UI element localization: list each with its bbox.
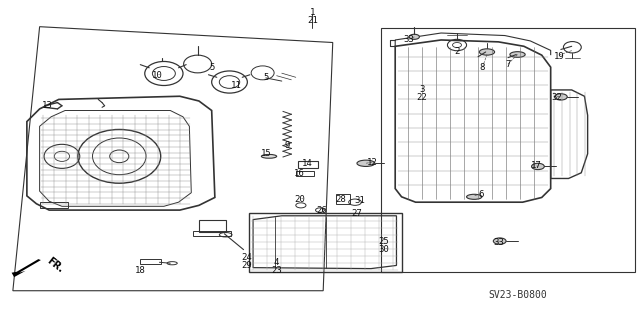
Text: 29: 29 <box>241 261 252 270</box>
Text: 22: 22 <box>417 93 428 102</box>
Text: 7: 7 <box>506 60 511 69</box>
Ellipse shape <box>409 34 419 39</box>
Text: 33: 33 <box>493 238 504 247</box>
Text: 9: 9 <box>284 141 289 150</box>
Text: 25: 25 <box>378 237 389 246</box>
Text: 13: 13 <box>42 101 52 110</box>
Ellipse shape <box>479 49 495 55</box>
Text: SV23-B0800: SV23-B0800 <box>488 290 547 300</box>
Text: 24: 24 <box>241 253 252 262</box>
Text: 31: 31 <box>354 196 365 205</box>
Bar <box>296 171 314 176</box>
Text: 2: 2 <box>454 48 460 56</box>
Ellipse shape <box>532 163 544 170</box>
Text: 18: 18 <box>135 266 146 275</box>
Text: 8: 8 <box>480 63 485 72</box>
Text: 19: 19 <box>554 52 564 61</box>
Ellipse shape <box>554 94 567 100</box>
Ellipse shape <box>510 52 525 57</box>
Bar <box>199 219 226 232</box>
Text: FR.: FR. <box>45 255 65 274</box>
Bar <box>298 161 318 168</box>
Bar <box>336 194 350 204</box>
Text: 10: 10 <box>152 71 163 80</box>
Text: 33: 33 <box>404 35 415 44</box>
Bar <box>193 231 231 236</box>
Text: 14: 14 <box>302 159 312 168</box>
Text: 23: 23 <box>271 266 282 275</box>
Text: 27: 27 <box>351 209 362 218</box>
Text: 11: 11 <box>230 81 241 90</box>
Ellipse shape <box>261 154 276 158</box>
Text: 6: 6 <box>478 190 483 199</box>
Bar <box>40 202 68 208</box>
Polygon shape <box>12 259 41 277</box>
Text: 30: 30 <box>378 245 389 254</box>
Text: 26: 26 <box>316 206 326 215</box>
Text: 28: 28 <box>335 195 346 204</box>
Ellipse shape <box>493 238 506 244</box>
Bar <box>140 259 161 264</box>
Text: 32: 32 <box>552 93 563 102</box>
Text: 3: 3 <box>419 85 425 94</box>
Text: 5: 5 <box>209 63 214 72</box>
Text: 4: 4 <box>274 258 279 267</box>
Text: 5: 5 <box>263 73 269 82</box>
Text: 1: 1 <box>310 8 315 17</box>
Text: 12: 12 <box>367 158 378 167</box>
Text: 17: 17 <box>531 161 542 170</box>
Ellipse shape <box>357 160 375 167</box>
Text: 15: 15 <box>260 149 271 158</box>
Text: 20: 20 <box>294 195 305 204</box>
Text: 21: 21 <box>307 16 317 25</box>
Text: 16: 16 <box>294 169 305 178</box>
Ellipse shape <box>467 194 482 199</box>
